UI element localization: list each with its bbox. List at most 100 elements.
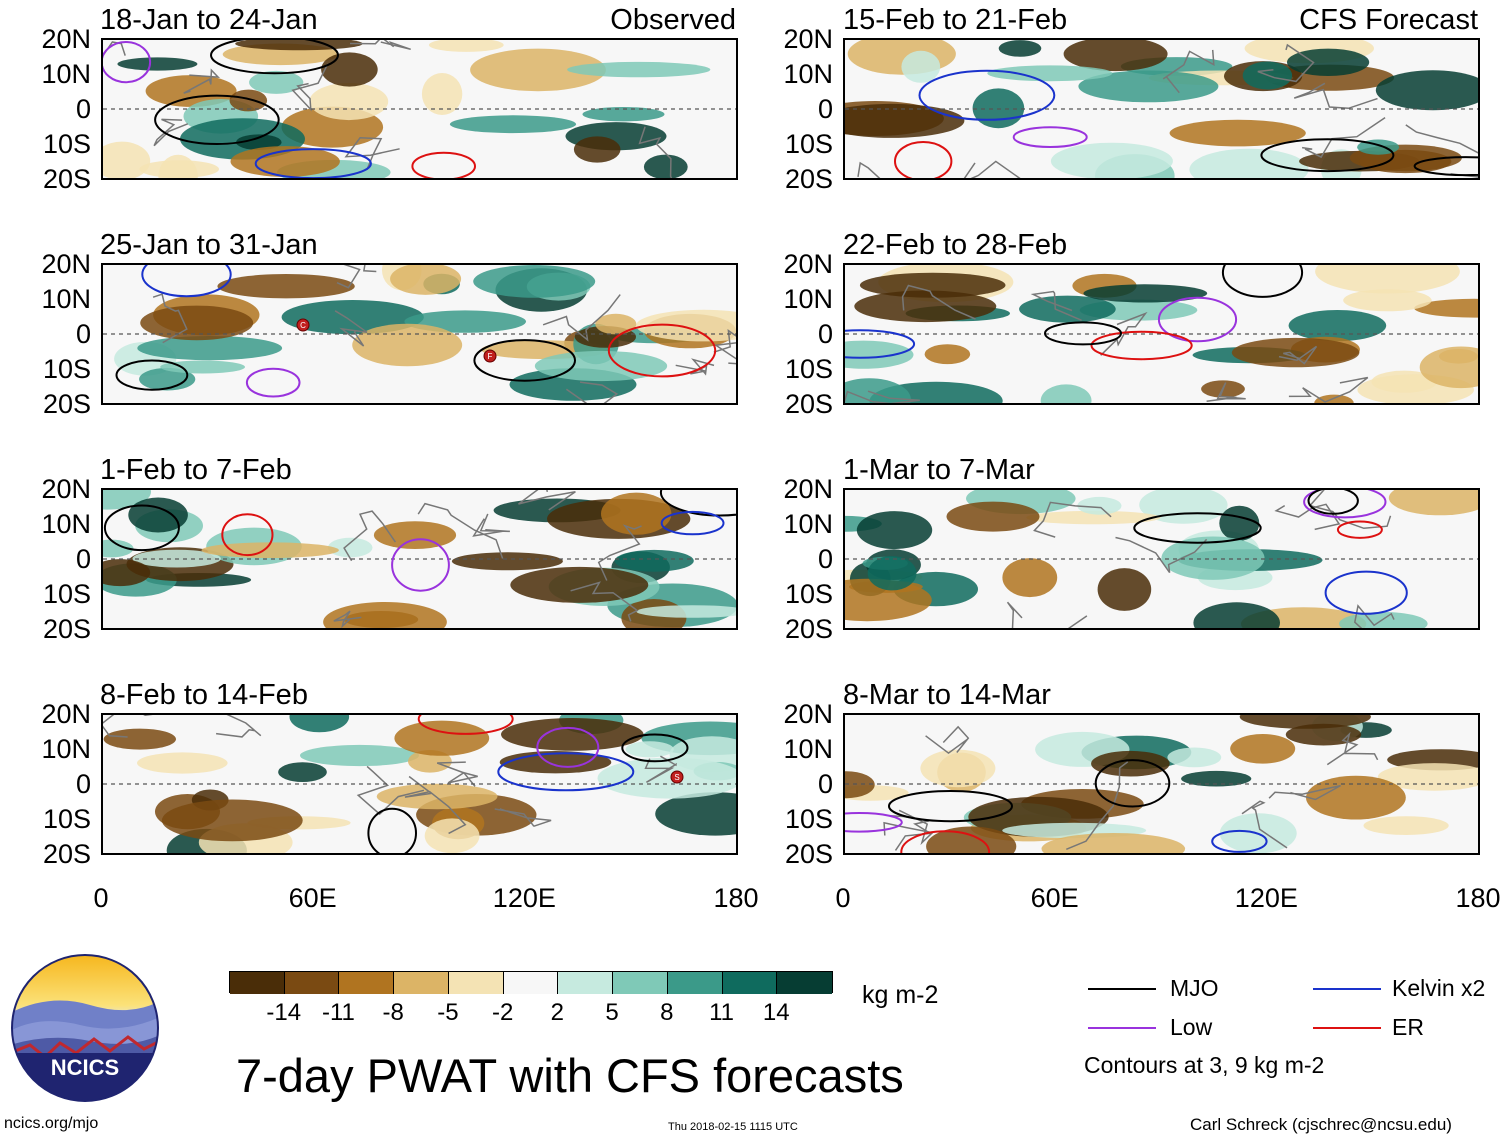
pwat-anomaly-shade	[1359, 149, 1452, 174]
wave-contour	[254, 148, 372, 178]
wave-contour	[497, 752, 635, 792]
lat-label: 20N	[783, 249, 833, 279]
pwat-map-fc-1	[843, 38, 1480, 180]
coastline	[343, 510, 397, 562]
wave-contour	[115, 359, 189, 391]
coastline	[103, 41, 126, 57]
panel-title-obs-4: 8-Feb to 14-Feb	[100, 679, 308, 711]
lat-label: 20S	[784, 614, 833, 644]
coastline	[638, 126, 673, 178]
pwat-anomaly-shade	[901, 50, 941, 83]
pwat-anomaly-shade	[103, 490, 151, 510]
legend-line-mjo	[1088, 988, 1156, 990]
wave-contour	[1336, 520, 1383, 539]
pwat-anomaly-shade	[473, 265, 596, 298]
pwat-anomaly-shade	[201, 542, 339, 558]
colorbar-tick-label: -14	[266, 999, 302, 1026]
coastline	[1162, 49, 1215, 94]
lat-label: 10N	[41, 509, 91, 539]
coastline	[152, 293, 188, 344]
legend-note: Contours at 3, 9 kg m-2	[1084, 1052, 1325, 1078]
pwat-anomaly-shade	[854, 290, 997, 323]
legend-label-low: Low	[1170, 1014, 1213, 1040]
pwat-anomaly-shade	[987, 65, 1113, 82]
coastline	[542, 294, 621, 342]
pwat-anomaly-shade	[867, 556, 917, 591]
wave-contour	[536, 726, 600, 768]
colorbar-tick-label: -11	[322, 999, 355, 1026]
pwat-anomaly-shade	[323, 602, 447, 628]
coastline	[1241, 800, 1288, 849]
storm-marker-letter: S	[674, 773, 679, 782]
coastline	[183, 68, 221, 94]
lat-label: 20N	[41, 474, 91, 504]
pwat-anomaly-shade	[278, 762, 327, 782]
colorbar-swatch	[667, 972, 723, 994]
pwat-anomaly-shade	[972, 88, 1025, 129]
pwat-anomaly-shade	[160, 360, 245, 374]
wave-contour	[1307, 490, 1359, 515]
colorbar-swatch	[777, 972, 832, 994]
coastline	[845, 390, 920, 403]
pwat-anomaly-shade	[161, 799, 303, 842]
lon-label: 180	[1455, 883, 1501, 913]
pwat-anomaly-shade	[1315, 265, 1460, 294]
coastline	[644, 755, 677, 783]
wave-contour	[141, 265, 232, 298]
pwat-anomaly-shade	[1026, 510, 1161, 525]
panel-title-fc-3: 1-Mar to 7-Mar	[843, 454, 1035, 486]
colorbar-tick-label: 2	[550, 999, 565, 1026]
colorbar-swatch	[284, 972, 340, 994]
pwat-anomaly-shade	[1078, 70, 1219, 103]
pwat-anomaly-shade	[376, 783, 498, 810]
coastline	[1033, 501, 1112, 538]
pwat-anomaly-shade	[1239, 715, 1371, 729]
wave-contour	[473, 339, 577, 382]
wave-contour	[845, 812, 903, 833]
coastline	[1268, 784, 1341, 801]
wave-contour	[1221, 265, 1304, 298]
lon-label: 0	[835, 883, 851, 913]
coastline	[291, 63, 329, 112]
pwat-anomaly-shade	[289, 715, 350, 733]
coastline	[1006, 601, 1023, 628]
lat-label: 10S	[42, 129, 91, 159]
lat-label: 10N	[41, 734, 91, 764]
lon-label: 120E	[1234, 883, 1298, 913]
coastline	[153, 118, 189, 147]
pwat-anomaly-shade	[998, 40, 1042, 57]
pwat-anomaly-shade	[1377, 763, 1478, 791]
wave-contour	[894, 141, 953, 178]
lat-label: 0	[817, 769, 833, 799]
pwat-anomaly-shade	[625, 741, 674, 758]
panel-title-fc-4: 8-Mar to 14-Mar	[843, 679, 1051, 711]
coastline	[344, 137, 400, 171]
wave-contour	[660, 510, 725, 536]
storm-marker-letter: C	[300, 321, 306, 330]
legend-label-kelvin: Kelvin x2	[1392, 975, 1486, 1001]
lat-label: 10S	[42, 579, 91, 609]
pwat-anomaly-shade	[1419, 346, 1478, 389]
coastline	[1257, 43, 1315, 83]
coastline	[356, 765, 425, 816]
pwat-anomaly-shade	[309, 82, 389, 121]
pwat-anomaly-shade	[137, 752, 228, 774]
lon-label: 60E	[1030, 883, 1079, 913]
source-link[interactable]: ncics.org/mjo	[4, 1115, 99, 1132]
pwat-anomaly-shade	[1002, 558, 1058, 598]
pwat-anomaly-shade	[1231, 337, 1360, 368]
pwat-anomaly-shade	[1050, 142, 1173, 178]
observed-tag: Observed	[610, 4, 736, 36]
pwat-anomaly-shade	[145, 75, 237, 107]
wave-contour	[1157, 296, 1238, 343]
colorbar-swatch	[230, 972, 285, 994]
lat-label: 10S	[784, 354, 833, 384]
wave-contour	[1012, 126, 1088, 148]
storm-marker-letter: F	[488, 352, 493, 361]
colorbar-tick-label: 8	[660, 999, 674, 1026]
pwat-anomaly-shade	[924, 344, 971, 365]
coastline	[901, 284, 976, 320]
colorbar-tick-label: 5	[605, 999, 619, 1026]
wave-contour	[154, 94, 280, 146]
lat-label: 20S	[42, 839, 91, 869]
